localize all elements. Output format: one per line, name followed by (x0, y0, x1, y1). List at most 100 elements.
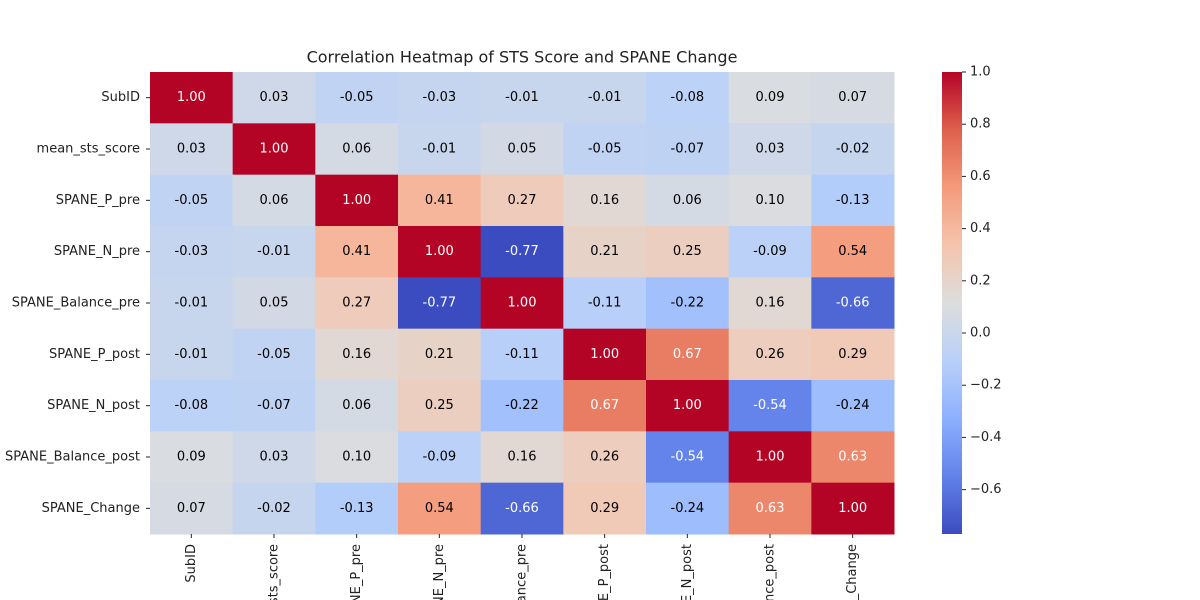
y-tick-label: SPANE_Balance_post (5, 450, 140, 465)
colorbar-tick-label: −0.6 (970, 482, 1002, 497)
cell-label: 0.16 (756, 296, 785, 311)
heatmap-cell (315, 277, 399, 330)
heatmap-cell (646, 123, 730, 176)
cell-label: 0.06 (260, 193, 289, 208)
cell-label: -0.11 (588, 296, 622, 311)
heatmap-cell (315, 328, 399, 381)
y-tick-label: SPANE_Change (42, 501, 140, 516)
x-tick-label: SPANE_N_post (680, 544, 695, 600)
cell-label: -0.01 (588, 90, 622, 105)
cell-label: -0.01 (175, 347, 209, 362)
heatmap-cell (150, 72, 234, 124)
colorbar-tick-label: −0.2 (970, 378, 1002, 393)
cell-label: -0.54 (753, 398, 787, 413)
cell-label: -0.01 (423, 142, 457, 157)
cell-label: 1.00 (177, 90, 206, 105)
cell-label: 0.05 (260, 296, 289, 311)
heatmap-cell (563, 277, 647, 330)
heatmap-cell (646, 431, 730, 484)
cell-label: -0.13 (340, 501, 374, 516)
heatmap-cell (563, 123, 647, 176)
heatmap-cell (150, 328, 234, 381)
cell-label: -0.11 (505, 347, 539, 362)
heatmap-cell (728, 380, 812, 432)
cell-label: -0.66 (836, 296, 870, 311)
x-tick-label: SPANE_P_post (597, 544, 612, 600)
cell-label: -0.77 (423, 296, 457, 311)
heatmap-cell (563, 174, 647, 227)
heatmap-cell (398, 380, 482, 432)
heatmap-cell (646, 482, 730, 535)
cell-label: -0.24 (836, 398, 870, 413)
y-tick-label: SPANE_N_post (47, 398, 140, 413)
cell-label: -0.66 (505, 501, 539, 516)
cell-label: 0.16 (508, 450, 537, 465)
heatmap-cell (646, 328, 730, 381)
heatmap-cell (563, 431, 647, 484)
cell-label: -0.09 (423, 450, 457, 465)
cell-label: -0.05 (340, 90, 374, 105)
heatmap-cell (480, 277, 564, 330)
heatmap-cell (728, 328, 812, 381)
cell-label: -0.07 (671, 142, 705, 157)
cell-label: -0.07 (257, 398, 291, 413)
colorbar-tick-label: 0.6 (970, 169, 991, 184)
heatmap-cell (480, 482, 564, 535)
y-tick-label: SPANE_N_pre (54, 244, 140, 259)
cell-label: 0.67 (673, 347, 702, 362)
heatmap-cell (728, 431, 812, 484)
heatmap-cell (646, 277, 730, 330)
cell-label: 0.67 (590, 398, 619, 413)
cell-label: -0.01 (257, 244, 291, 259)
heatmap-cell (728, 277, 812, 330)
heatmap-cell (232, 226, 316, 278)
cell-label: 0.26 (756, 347, 785, 362)
heatmap-cell (232, 482, 316, 535)
heatmap-cell (315, 431, 399, 484)
cell-label: 0.27 (508, 193, 537, 208)
chart-title: Correlation Heatmap of STS Score and SPA… (307, 48, 738, 67)
cell-label: 0.25 (673, 244, 702, 259)
heatmap-cell (150, 482, 234, 535)
cell-label: -0.03 (175, 244, 209, 259)
heatmap-cell (232, 328, 316, 381)
heatmap-cell (315, 482, 399, 535)
heatmap-cell (563, 380, 647, 432)
heatmap-cell (480, 431, 564, 484)
colorbar-tick-label: 0.2 (970, 273, 991, 288)
cell-label: 0.06 (673, 193, 702, 208)
y-tick-label: SubID (101, 90, 140, 105)
cell-label: 0.21 (425, 347, 454, 362)
x-tick-label: SPANE_P_pre (349, 544, 364, 600)
x-tick-label: SPANE_Balance_pre (515, 544, 530, 600)
heatmap-cell (811, 72, 895, 124)
heatmap-cell (811, 123, 895, 176)
cell-label: -0.24 (671, 501, 705, 516)
cell-label: -0.08 (175, 398, 209, 413)
heatmap-cell (150, 431, 234, 484)
cell-label: 0.06 (342, 398, 371, 413)
x-tick-label: mean_sts_score (267, 544, 282, 600)
cell-label: 0.03 (177, 142, 206, 157)
colorbar (942, 72, 962, 534)
heatmap-cell (811, 380, 895, 432)
heatmap-cell (480, 380, 564, 432)
heatmap-cell (563, 226, 647, 278)
heatmap-cell (315, 72, 399, 124)
cell-label: -0.05 (257, 347, 291, 362)
heatmap-cell (150, 277, 234, 330)
cell-label: -0.08 (671, 90, 705, 105)
heatmap-cell (315, 123, 399, 176)
heatmap-cell (315, 174, 399, 227)
heatmap-cell (398, 431, 482, 484)
heatmap-cell (728, 72, 812, 124)
y-tick-label: SPANE_Balance_pre (12, 296, 140, 311)
cell-label: 1.00 (342, 193, 371, 208)
cell-label: 0.27 (342, 296, 371, 311)
heatmap-cell (811, 277, 895, 330)
cell-label: 0.07 (177, 501, 206, 516)
cell-label: -0.01 (505, 90, 539, 105)
cell-label: 0.07 (838, 90, 867, 105)
heatmap-cell (646, 380, 730, 432)
cell-label: -0.54 (671, 450, 705, 465)
